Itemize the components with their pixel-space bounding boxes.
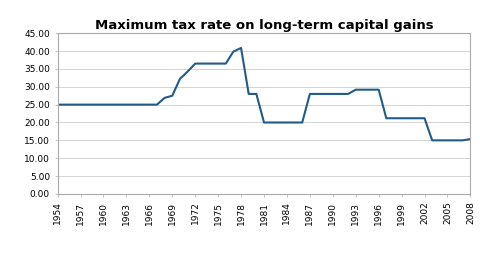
Title: Maximum tax rate on long-term capital gains: Maximum tax rate on long-term capital ga…	[95, 19, 433, 32]
